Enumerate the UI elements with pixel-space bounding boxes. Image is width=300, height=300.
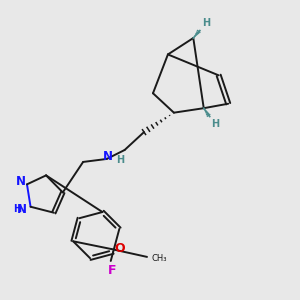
Text: O: O	[115, 242, 125, 255]
Text: N: N	[15, 175, 26, 188]
Text: N: N	[17, 202, 27, 216]
Text: CH₃: CH₃	[151, 254, 167, 263]
Text: H: H	[14, 204, 22, 214]
Text: H: H	[202, 19, 210, 28]
Text: H: H	[212, 118, 220, 129]
Text: H: H	[116, 154, 124, 165]
Text: N: N	[103, 150, 113, 163]
Text: F: F	[107, 264, 116, 277]
